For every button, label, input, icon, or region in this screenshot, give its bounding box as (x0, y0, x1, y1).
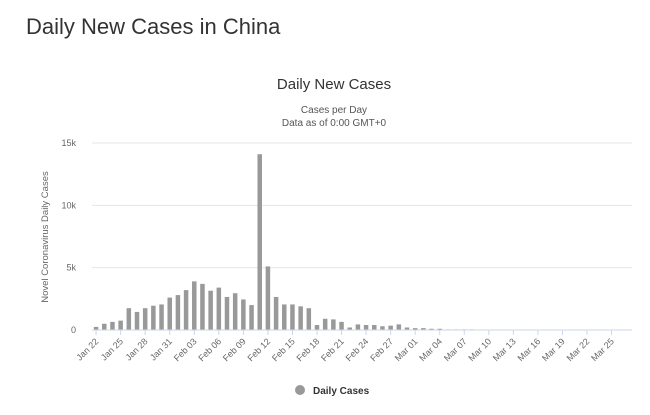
bar[interactable] (380, 326, 385, 330)
page-title: Daily New Cases in China (26, 14, 281, 39)
bar[interactable] (372, 325, 377, 330)
bar[interactable] (347, 327, 352, 330)
bar[interactable] (396, 324, 402, 330)
bar[interactable] (126, 308, 132, 330)
bar[interactable] (142, 308, 148, 330)
x-tick-label: Feb 09 (221, 336, 248, 363)
x-tick-label: Mar 22 (565, 336, 592, 363)
bar[interactable] (429, 328, 434, 330)
bar[interactable] (404, 327, 410, 330)
bar[interactable] (322, 318, 328, 330)
bar[interactable] (175, 295, 181, 330)
x-tick-label: Feb 06 (196, 336, 223, 363)
bar[interactable] (183, 290, 189, 330)
x-tick-label: Mar 07 (442, 336, 469, 363)
legend-label[interactable]: Daily Cases (313, 386, 370, 397)
legend-marker[interactable] (295, 385, 305, 395)
bar[interactable] (102, 323, 107, 330)
bar[interactable] (273, 296, 279, 330)
bar[interactable] (118, 320, 123, 330)
bar[interactable] (363, 325, 369, 330)
bar[interactable] (200, 283, 205, 330)
bar[interactable] (331, 319, 336, 330)
x-tick-label: Feb 15 (270, 336, 297, 363)
bar[interactable] (159, 304, 164, 330)
gridlines (92, 142, 632, 269)
x-tick-label: Jan 22 (74, 336, 100, 362)
x-tick-label: Mar 01 (393, 336, 420, 363)
bar[interactable] (339, 321, 344, 330)
bar[interactable] (192, 281, 197, 330)
bar[interactable] (134, 311, 140, 330)
x-tick-label: Jan 28 (123, 336, 149, 362)
x-tick-label: Jan 25 (99, 336, 125, 362)
x-tick-label: Mar 04 (417, 336, 444, 363)
bar[interactable] (216, 287, 222, 330)
bar[interactable] (355, 324, 361, 330)
bar[interactable] (421, 328, 426, 330)
bar[interactable] (257, 154, 262, 330)
x-tick-label: Feb 24 (344, 336, 371, 363)
bar[interactable] (249, 305, 254, 330)
bar[interactable] (306, 308, 312, 330)
y-tick-label: 5k (66, 263, 76, 273)
bar[interactable] (314, 325, 320, 330)
y-tick-label: 15k (61, 138, 76, 148)
bar[interactable] (298, 306, 303, 330)
x-tick-label: Mar 25 (589, 336, 616, 363)
bar[interactable] (232, 293, 238, 330)
bar[interactable] (208, 290, 213, 330)
bar[interactable] (110, 321, 115, 330)
x-tick-label: Feb 21 (319, 336, 346, 363)
x-tick-label: Mar 13 (491, 336, 518, 363)
bar[interactable] (93, 326, 99, 330)
bar[interactable] (151, 305, 156, 330)
x-tick-label: Feb 27 (368, 336, 395, 363)
chart-subtitle-line-1: Cases per Day (301, 105, 367, 116)
y-axis-ticks: 0 5k 10k 15k (61, 138, 76, 335)
bar[interactable] (282, 304, 287, 330)
x-tick-label: Feb 12 (245, 336, 272, 363)
x-tick-label: Mar 10 (466, 336, 493, 363)
legend[interactable]: Daily Cases (295, 385, 370, 397)
chart-subtitle-line-2: Data as of 0:00 GMT+0 (282, 118, 387, 129)
bar[interactable] (412, 328, 418, 330)
bar[interactable] (437, 328, 442, 330)
x-tick-label: Mar 16 (515, 336, 542, 363)
x-tick-label: Mar 19 (540, 336, 567, 363)
y-tick-label: 10k (61, 200, 76, 210)
bar[interactable] (167, 297, 172, 330)
bar[interactable] (290, 304, 295, 330)
bar[interactable] (265, 266, 271, 330)
bar[interactable] (241, 299, 246, 330)
bar[interactable] (388, 325, 393, 330)
chart-title: Daily New Cases (277, 76, 391, 93)
x-tick-label: Feb 03 (172, 336, 199, 363)
y-axis-label: Novel Coronavirus Daily Cases (40, 171, 51, 303)
x-tick-label: Jan 31 (148, 336, 174, 362)
bar[interactable] (224, 296, 230, 330)
y-tick-label: 0 (71, 325, 76, 335)
x-tick-label: Feb 18 (295, 336, 322, 363)
bar-series[interactable] (93, 154, 631, 330)
